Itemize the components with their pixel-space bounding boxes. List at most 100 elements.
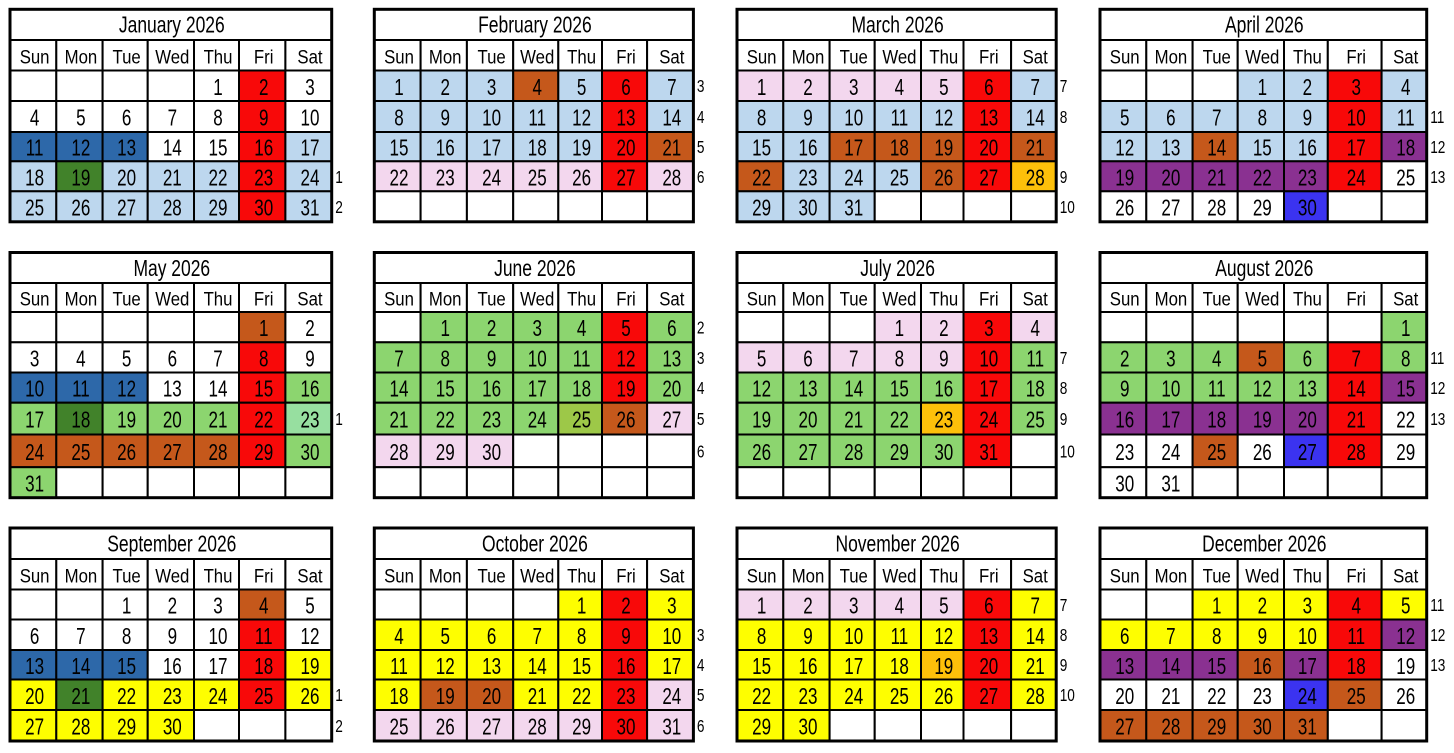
svg-text:2: 2 — [1120, 347, 1129, 372]
svg-text:12: 12 — [934, 106, 953, 131]
svg-text:28: 28 — [528, 715, 547, 740]
svg-text:5: 5 — [440, 624, 449, 649]
svg-text:19: 19 — [1253, 408, 1272, 433]
svg-text:15: 15 — [1207, 654, 1226, 679]
svg-text:11: 11 — [1026, 347, 1044, 372]
svg-text:26: 26 — [752, 441, 771, 466]
svg-text:13: 13 — [979, 106, 998, 131]
svg-text:19: 19 — [934, 654, 953, 679]
svg-text:25: 25 — [254, 684, 273, 709]
svg-text:Sun: Sun — [20, 46, 50, 67]
svg-text:Sun: Sun — [384, 565, 414, 586]
svg-text:Wed: Wed — [882, 46, 916, 67]
svg-text:30: 30 — [1298, 196, 1317, 221]
svg-text:20: 20 — [1298, 408, 1317, 433]
svg-text:13: 13 — [1430, 657, 1445, 676]
svg-text:3: 3 — [849, 75, 858, 100]
svg-text:5: 5 — [757, 347, 766, 372]
svg-text:2: 2 — [305, 317, 314, 342]
svg-text:24: 24 — [1161, 441, 1180, 466]
svg-text:27: 27 — [979, 684, 998, 709]
svg-text:29: 29 — [1253, 196, 1272, 221]
svg-text:16: 16 — [799, 654, 818, 679]
svg-text:2: 2 — [939, 317, 948, 342]
svg-text:25: 25 — [1396, 166, 1415, 191]
svg-text:29: 29 — [117, 715, 136, 740]
svg-text:8: 8 — [895, 347, 904, 372]
svg-text:4: 4 — [1401, 75, 1410, 100]
svg-text:May 2026: May 2026 — [133, 257, 210, 282]
svg-text:11: 11 — [1430, 597, 1444, 616]
svg-text:8: 8 — [1060, 109, 1068, 128]
svg-text:19: 19 — [752, 408, 771, 433]
svg-text:19: 19 — [1115, 166, 1134, 191]
svg-text:8: 8 — [394, 106, 403, 131]
svg-text:24: 24 — [844, 684, 863, 709]
svg-text:6: 6 — [697, 443, 705, 462]
svg-text:16: 16 — [934, 377, 953, 402]
svg-text:18: 18 — [1396, 136, 1415, 161]
svg-text:23: 23 — [799, 684, 818, 709]
svg-text:2: 2 — [697, 319, 705, 338]
svg-text:6: 6 — [1303, 347, 1312, 372]
svg-text:2: 2 — [621, 594, 630, 619]
svg-text:22: 22 — [1253, 166, 1272, 191]
svg-text:Sun: Sun — [384, 289, 414, 310]
svg-text:November 2026: November 2026 — [835, 532, 959, 557]
svg-text:12: 12 — [1430, 627, 1445, 646]
svg-text:27: 27 — [163, 441, 182, 466]
svg-text:Wed: Wed — [882, 565, 916, 586]
svg-text:Sat: Sat — [1023, 46, 1048, 67]
svg-text:Sat: Sat — [297, 565, 322, 586]
svg-text:18: 18 — [890, 136, 909, 161]
svg-text:14: 14 — [528, 654, 547, 679]
svg-text:7: 7 — [667, 75, 676, 100]
svg-text:5: 5 — [621, 317, 630, 342]
svg-text:24: 24 — [662, 684, 681, 709]
svg-text:Wed: Wed — [520, 289, 554, 310]
svg-text:6: 6 — [487, 624, 496, 649]
svg-text:Thu: Thu — [1293, 46, 1322, 67]
svg-text:30: 30 — [482, 441, 501, 466]
svg-text:7: 7 — [1166, 624, 1175, 649]
svg-text:18: 18 — [1207, 408, 1226, 433]
svg-text:24: 24 — [1298, 684, 1317, 709]
svg-text:15: 15 — [752, 654, 771, 679]
svg-text:13: 13 — [617, 106, 636, 131]
svg-text:9: 9 — [1303, 106, 1312, 131]
svg-text:Mon: Mon — [429, 289, 462, 310]
svg-text:21: 21 — [1347, 408, 1366, 433]
svg-text:Mon: Mon — [1155, 46, 1188, 67]
svg-text:20: 20 — [482, 684, 501, 709]
svg-text:25: 25 — [390, 715, 409, 740]
svg-text:21: 21 — [1026, 136, 1045, 161]
svg-text:29: 29 — [1207, 715, 1226, 740]
svg-text:26: 26 — [436, 715, 455, 740]
svg-text:24: 24 — [482, 166, 501, 191]
svg-text:Fri: Fri — [616, 46, 636, 67]
svg-text:Sat: Sat — [297, 46, 322, 67]
svg-text:17: 17 — [25, 408, 44, 433]
svg-text:19: 19 — [436, 684, 455, 709]
svg-text:26: 26 — [617, 408, 636, 433]
svg-text:5: 5 — [1401, 594, 1410, 619]
svg-text:22: 22 — [890, 408, 909, 433]
svg-text:Tue: Tue — [477, 289, 505, 310]
svg-text:30: 30 — [254, 196, 273, 221]
svg-text:10: 10 — [209, 624, 228, 649]
svg-text:3: 3 — [667, 594, 676, 619]
svg-text:Wed: Wed — [1245, 565, 1279, 586]
svg-text:16: 16 — [254, 136, 273, 161]
svg-text:4: 4 — [895, 594, 904, 619]
svg-text:11: 11 — [891, 624, 909, 649]
svg-text:13: 13 — [1298, 377, 1317, 402]
svg-text:1: 1 — [1212, 594, 1221, 619]
svg-text:Sun: Sun — [20, 565, 50, 586]
svg-text:Mon: Mon — [1155, 289, 1188, 310]
svg-text:29: 29 — [752, 715, 771, 740]
svg-text:Thu: Thu — [1293, 289, 1322, 310]
svg-text:January 2026: January 2026 — [119, 13, 225, 38]
svg-text:Wed: Wed — [1245, 289, 1279, 310]
svg-text:24: 24 — [1347, 166, 1366, 191]
svg-text:5: 5 — [697, 687, 705, 706]
